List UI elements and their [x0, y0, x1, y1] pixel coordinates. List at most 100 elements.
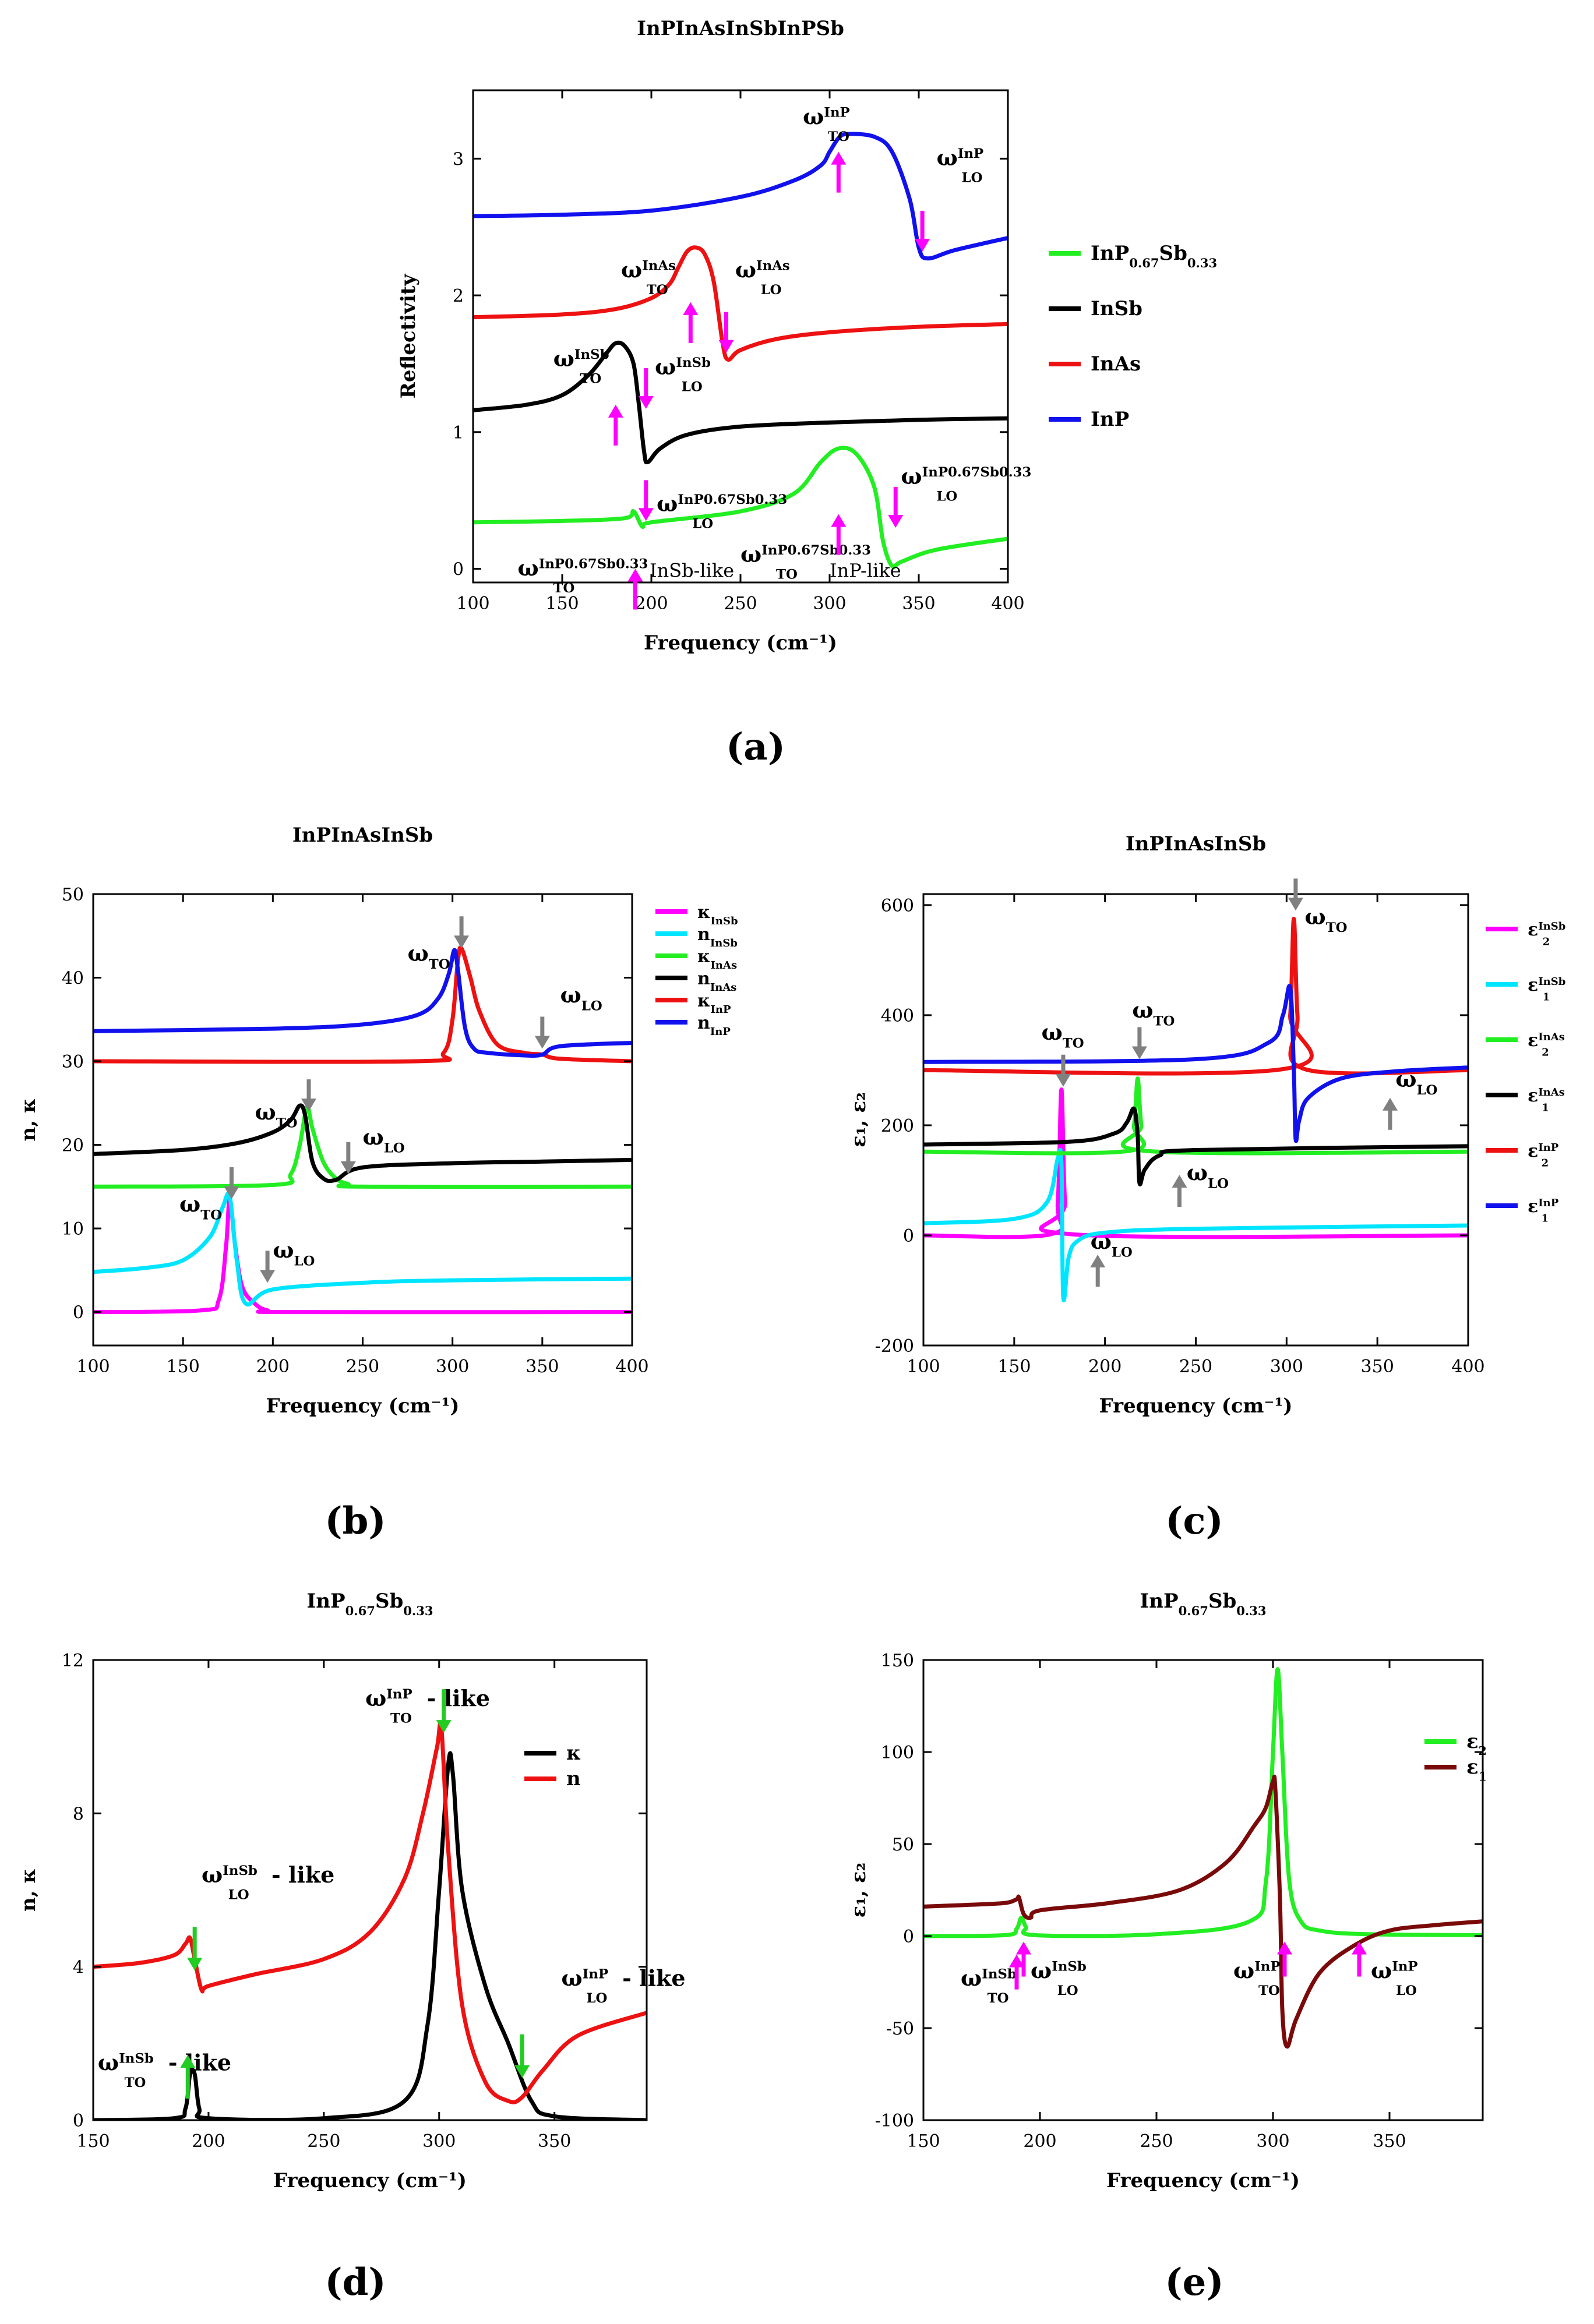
- y-tick-label: 0: [903, 1927, 914, 1947]
- series-line-κInP: [93, 945, 632, 1064]
- annotation-label: ωLO: [1091, 1228, 1133, 1260]
- y-tick-label: 0: [903, 1226, 914, 1246]
- annotation-label: ωInAs LO: [735, 257, 790, 298]
- series-line-InP0.67Sb0.33: [473, 446, 1008, 570]
- x-tick-label: 100: [76, 1357, 110, 1377]
- annotation-arrow: [608, 404, 623, 446]
- annotation-arrow: [1172, 1175, 1187, 1207]
- legend-label: InSb: [1091, 297, 1142, 320]
- y-tick-label: 10: [62, 1219, 84, 1239]
- legend-label: κInAs: [697, 946, 737, 972]
- chart-title: InP0.67Sb0.33: [306, 1590, 433, 1618]
- annotation-arrow: [187, 1927, 203, 1971]
- series-line-nInP: [93, 948, 632, 1058]
- x-tick-label: 100: [456, 594, 489, 614]
- annotation-arrow: [224, 1167, 239, 1199]
- legend-label: εInP 1: [1528, 1196, 1559, 1225]
- panel-a: InPInAsInSbInPSb 100 150 200 250 300 350 400 0 1 2…: [397, 17, 1217, 655]
- x-tick-label: 400: [615, 1357, 648, 1377]
- figure-label-b: (b): [325, 1499, 386, 1543]
- x-axis-label: Frequency (cm⁻¹): [273, 2169, 467, 2192]
- x-tick-label: 200: [634, 594, 668, 614]
- x-tick-label: 150: [997, 1357, 1031, 1377]
- legend-label: κInP: [697, 991, 731, 1016]
- panel-e: InP0.67Sb0.33 150 200 250 300 350 -100 -50 0 50 10…: [847, 1590, 1487, 2192]
- annotation-arrow: [831, 151, 847, 193]
- x-tick-label: 150: [907, 2131, 940, 2152]
- legend-label: InP: [1091, 408, 1129, 431]
- annotation-label: ωInP LO - like: [562, 1965, 686, 2007]
- y-tick-label: 50: [62, 885, 84, 905]
- y-tick-label: 0: [73, 1303, 84, 1323]
- series-line-ε2InP: [923, 917, 1468, 1076]
- y-tick-label: 0: [73, 2111, 84, 2131]
- plot-frame: [922, 893, 1469, 1347]
- annotation-label: ωInP TO: [1233, 1958, 1281, 1999]
- panel-d: InP0.67Sb0.33 150 200 250 300 350 0 4 8 12 Frequen…: [17, 1590, 686, 2192]
- legend: κn: [524, 1742, 581, 1790]
- y-tick-label: -200: [875, 1336, 914, 1357]
- series-line-κInSb: [93, 1197, 632, 1315]
- series-line-ε1InP: [923, 984, 1468, 1143]
- series-line-κ: [93, 1751, 647, 2120]
- series-line-n: [93, 1721, 647, 2104]
- y-tick-label: 30: [62, 1052, 84, 1072]
- annotation-label: ωTO: [255, 1099, 298, 1131]
- annotation-arrow: [683, 302, 699, 343]
- y-tick-label: 400: [881, 1006, 914, 1026]
- annotation-arrow: [627, 568, 643, 610]
- annotation-arrow: [1352, 1941, 1367, 1977]
- x-tick-label: 150: [545, 594, 579, 614]
- chart-title: InPInAsInSb: [1126, 832, 1266, 856]
- annotation-label: ωLO: [273, 1237, 315, 1269]
- legend-label: εInAs 1: [1528, 1086, 1565, 1114]
- panel-c: InPInAsInSb 100 150 200 250 300 350 400 -200 0 200…: [847, 832, 1565, 1418]
- annotation-label: ωInP TO: [803, 104, 850, 145]
- annotation-arrow: [638, 368, 654, 409]
- x-axis-label: Frequency (cm⁻¹): [1106, 2169, 1300, 2192]
- annotation-label: ωTO: [408, 940, 450, 972]
- x-tick-label: 250: [1140, 2131, 1173, 2152]
- y-tick-label: 40: [62, 969, 84, 989]
- annotation-label: ωInSb TO: [961, 1965, 1017, 2006]
- y-tick-label: 20: [62, 1136, 84, 1156]
- chart-title: InPInAsInSbInPSb: [637, 17, 844, 40]
- x-tick-label: 300: [422, 2131, 456, 2152]
- annotation-arrow: [1090, 1255, 1106, 1287]
- annotation-arrow: [180, 2055, 196, 2099]
- x-tick-label: 200: [192, 2131, 225, 2152]
- annotation-label: ωLO: [363, 1124, 405, 1156]
- annotation-label: ωInSb LO: [1031, 1958, 1087, 1999]
- annotation-label: ωInSb LO - like: [202, 1862, 334, 1903]
- y-tick-label: 8: [73, 1804, 84, 1824]
- series-line-κInAs: [93, 1105, 632, 1189]
- annotation-arrow: [1288, 878, 1303, 911]
- series-line-ε1InSb: [923, 1147, 1468, 1302]
- x-tick-label: 350: [1361, 1357, 1394, 1377]
- legend-label: εInSb 1: [1528, 975, 1565, 1004]
- series-line-nInSb: [93, 1191, 632, 1307]
- y-axis-label: n, κ: [17, 1869, 40, 1912]
- series-line-InP: [473, 132, 1008, 261]
- figure-label-c: (c): [1165, 1499, 1223, 1543]
- legend-label: κInSb: [697, 902, 738, 927]
- plot-frame: [92, 1659, 648, 2121]
- x-tick-label: 200: [256, 1357, 290, 1377]
- x-axis-label: Frequency (cm⁻¹): [644, 631, 837, 655]
- legend-label: ε2: [1466, 1730, 1487, 1758]
- x-tick-label: 300: [1256, 2131, 1289, 2152]
- annotation-label: ωInP TO - like: [365, 1685, 490, 1726]
- annotation-arrow: [454, 916, 470, 949]
- annotation-label: InP-like: [830, 560, 901, 582]
- x-tick-label: 150: [167, 1357, 200, 1377]
- x-tick-label: 350: [538, 2131, 571, 2152]
- annotation-label: ωLO: [1395, 1066, 1437, 1098]
- figure-label-e: (e): [1165, 2261, 1223, 2304]
- y-tick-label: 12: [62, 1651, 84, 1671]
- x-tick-label: 150: [76, 2131, 110, 2152]
- y-tick-label: -50: [886, 2019, 914, 2039]
- y-tick-label: 150: [881, 1651, 914, 1671]
- x-tick-label: 250: [724, 594, 757, 614]
- y-tick-label: 1: [453, 423, 464, 443]
